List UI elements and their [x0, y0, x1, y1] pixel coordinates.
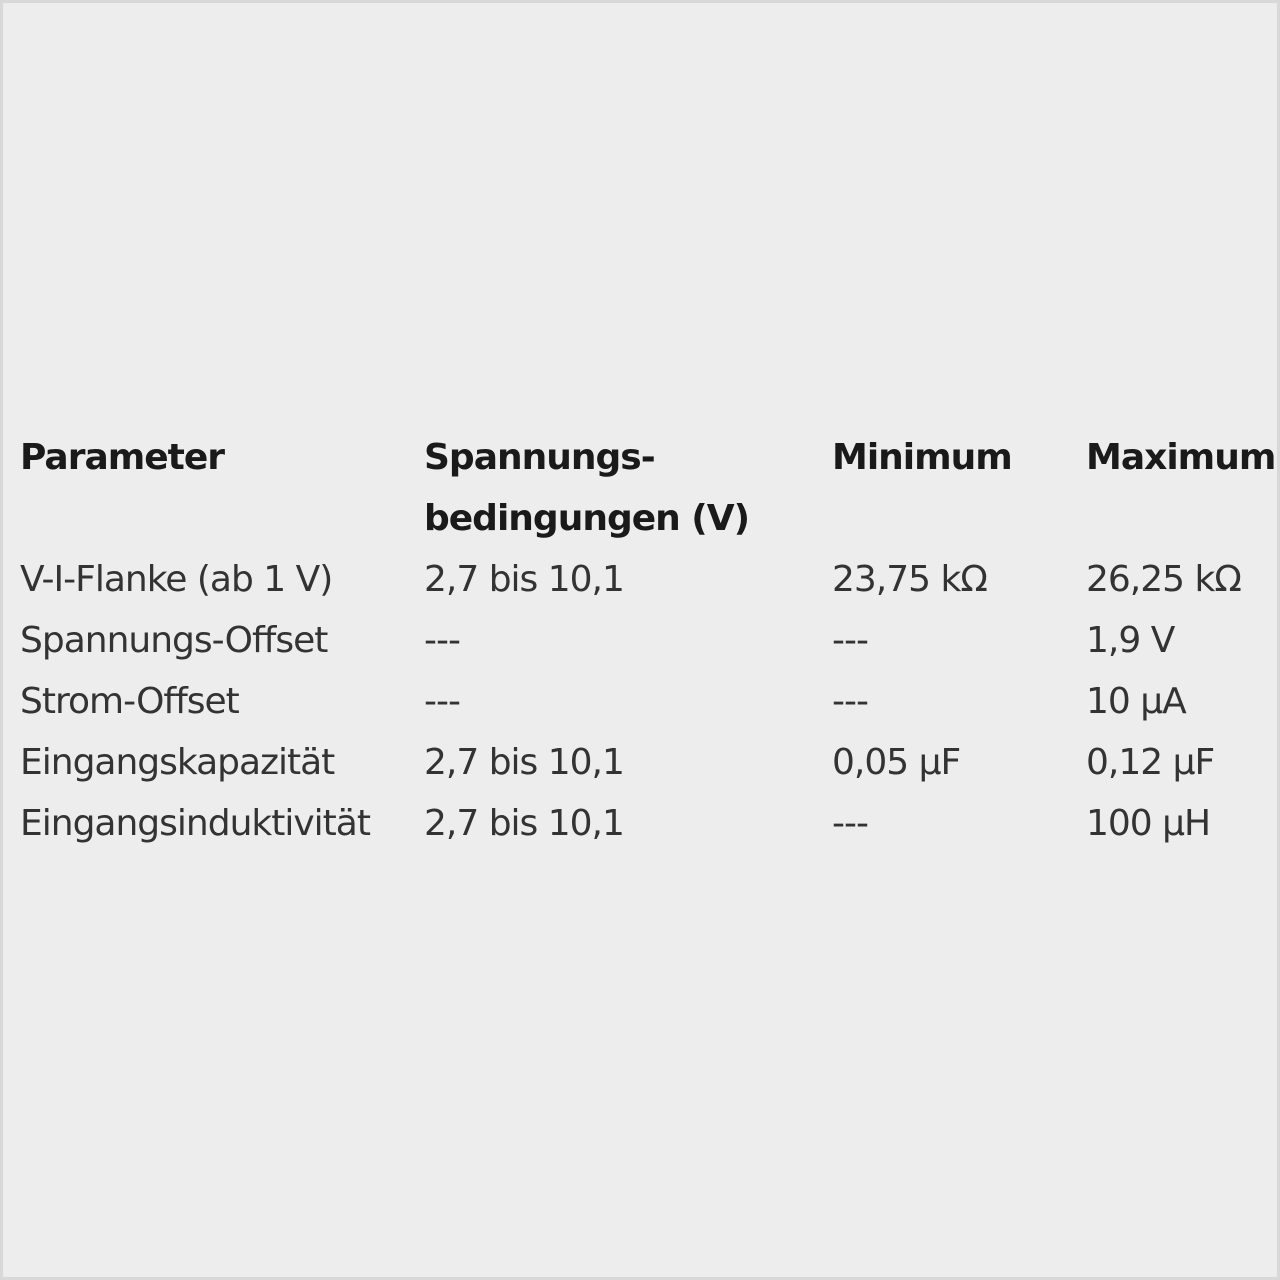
- header-cell: Maximum: [1086, 437, 1276, 478]
- table-cell: ---: [832, 803, 869, 844]
- table-cell: Strom-Offset: [20, 681, 240, 722]
- table-cell: Eingangsinduktivität: [20, 803, 371, 844]
- table-cell: 2,7 bis 10,1: [424, 559, 625, 600]
- table-cell: 1,9 V: [1086, 620, 1175, 661]
- table-cell: 23,75 kΩ: [832, 559, 988, 600]
- table-cell: Spannungs-Offset: [20, 620, 328, 661]
- header-cell: Parameter: [20, 437, 225, 478]
- table-cell: ---: [832, 620, 869, 661]
- table-cell: 0,12 µF: [1086, 742, 1215, 783]
- table-cell: V-I-Flanke (ab 1 V): [20, 559, 333, 600]
- table-cell: 0,05 µF: [832, 742, 961, 783]
- table-cell: 26,25 kΩ: [1086, 559, 1242, 600]
- table-cell: 100 µH: [1086, 803, 1211, 844]
- header-cell: Spannungs- bedingungen (V): [424, 437, 750, 539]
- header-cell: Minimum: [832, 437, 1013, 478]
- table-cell: ---: [424, 620, 461, 661]
- table-cell: 10 µA: [1086, 681, 1187, 722]
- table-cell: 2,7 bis 10,1: [424, 803, 625, 844]
- table-cell: Eingangskapazität: [20, 742, 335, 783]
- table-cell: ---: [424, 681, 461, 722]
- table-cell: ---: [832, 681, 869, 722]
- table-cell: 2,7 bis 10,1: [424, 742, 625, 783]
